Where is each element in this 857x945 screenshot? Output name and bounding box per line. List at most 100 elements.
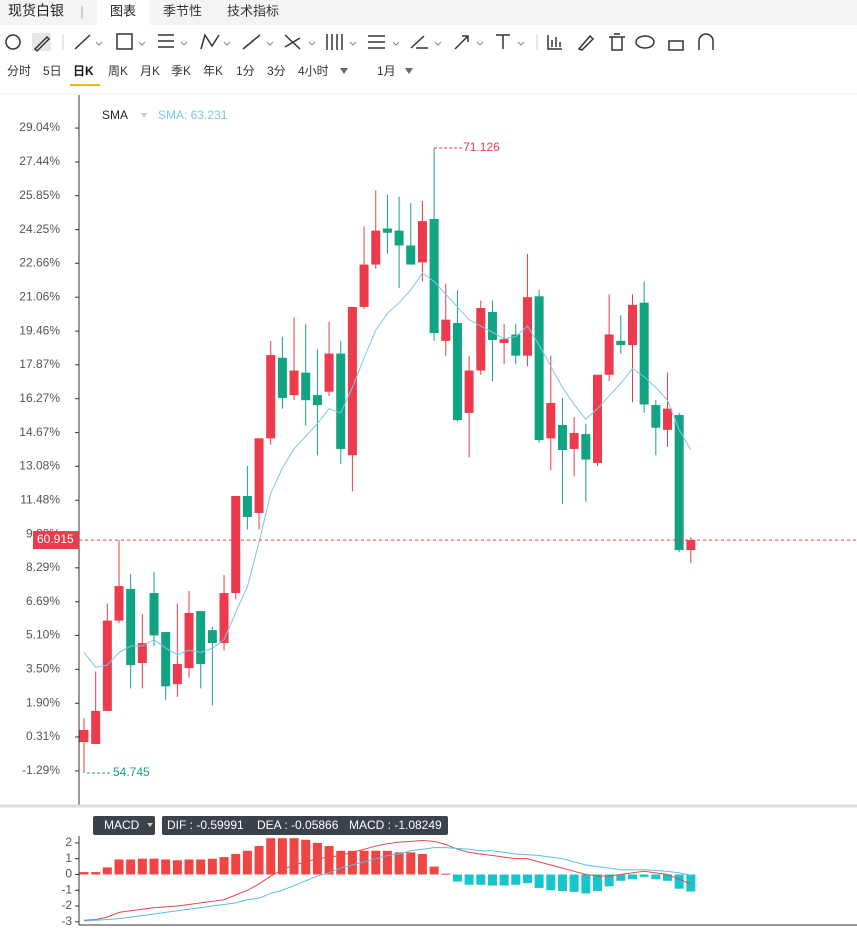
candle-body (382, 228, 392, 233)
y-tick-label: 13.08% (19, 458, 60, 472)
macd-bar (277, 838, 287, 875)
period[interactable]: 1月 (377, 64, 396, 78)
y-tick-label: 14.67% (19, 425, 60, 439)
macd-bar (394, 852, 404, 875)
candle-body (336, 353, 346, 449)
macd-bar (289, 838, 299, 875)
candle-body (266, 355, 276, 439)
tool-icon[interactable] (326, 34, 343, 50)
candle-body (184, 612, 194, 669)
y-tick-label: 22.66% (19, 255, 60, 269)
candle-body (487, 312, 497, 341)
tool-icon[interactable] (284, 34, 301, 50)
caret (95, 41, 525, 46)
tool-icon[interactable] (242, 34, 261, 50)
period[interactable]: 1分 (236, 64, 255, 78)
tool-icon[interactable] (609, 33, 625, 51)
y-tick-label: -2 (61, 898, 72, 912)
tool-icon[interactable] (33, 35, 51, 53)
tab[interactable]: 季节性 (163, 3, 202, 18)
macd-bar (359, 850, 369, 875)
tab[interactable]: 图表 (110, 3, 136, 18)
macd-legend-box[interactable] (93, 816, 155, 835)
tool-icon[interactable] (547, 35, 562, 50)
period[interactable]: 5日 (43, 64, 62, 78)
macd-bar (511, 874, 521, 885)
period[interactable]: 日K (73, 64, 94, 78)
macd-value: MACD : -1.08249 (349, 818, 442, 832)
candle-body (476, 308, 486, 371)
candle-body (161, 632, 171, 687)
macd-bar (663, 874, 672, 881)
candle-body (207, 630, 217, 644)
toolbar (5, 33, 714, 53)
tool-icon[interactable] (74, 34, 91, 50)
period[interactable]: 年K (203, 64, 223, 78)
macd-bar (464, 874, 474, 885)
y-tick-label: 19.46% (19, 323, 60, 337)
macd-bar (639, 874, 649, 877)
macd-bar (499, 874, 509, 886)
period[interactable]: 季K (171, 64, 191, 78)
y-tick-label: 27.44% (19, 154, 60, 168)
tool-icon[interactable] (668, 40, 684, 51)
candle-body (627, 304, 637, 346)
candle-body (149, 593, 159, 636)
macd-bar (126, 859, 136, 875)
candle-body (137, 643, 147, 663)
candle-body (102, 620, 112, 711)
macd-bar (616, 874, 626, 881)
macd-bar (557, 874, 567, 892)
dif-line (83, 840, 692, 921)
candle-body (324, 353, 334, 392)
tool-icon[interactable] (410, 35, 428, 49)
tool-icon[interactable] (5, 34, 21, 50)
macd-bar (522, 874, 532, 884)
candle-body (604, 334, 614, 375)
macd-bar (417, 853, 427, 875)
y-tick-label: 6.69% (26, 594, 60, 608)
y-tick-label: -1.29% (22, 763, 60, 777)
y-tick-label: 21.06% (19, 289, 60, 303)
tool-icon[interactable] (116, 33, 133, 50)
macd-bar (546, 874, 556, 891)
macd-bar (196, 859, 206, 875)
macd-bar (581, 874, 591, 894)
period[interactable]: 月K (140, 64, 160, 78)
macd-bar (161, 859, 171, 875)
y-tick-label: 29.04% (19, 120, 60, 134)
macd-bar (569, 874, 579, 892)
candle-body (639, 302, 649, 405)
tab[interactable]: 技术指标 (227, 3, 279, 18)
macd-bar (487, 874, 497, 886)
tool-icon[interactable] (200, 33, 220, 50)
y-tick-label: 0.31% (26, 729, 60, 743)
tool-icon[interactable] (158, 34, 174, 48)
candle-body (686, 540, 696, 551)
period[interactable]: 周K (108, 64, 128, 78)
macd-bar (406, 852, 416, 875)
macd-bar (592, 874, 602, 892)
candle-body (254, 438, 264, 513)
macd-bar (429, 866, 439, 875)
sma-value: SMA: 63.231 (158, 108, 228, 122)
tool-icon[interactable] (698, 33, 714, 50)
candle-body (406, 245, 416, 265)
tool-icon[interactable] (368, 35, 385, 49)
period[interactable]: 分时 (7, 64, 31, 78)
y-tick-label: 24.25% (19, 222, 60, 236)
candle-body (91, 710, 101, 744)
tool-icon[interactable] (635, 35, 655, 49)
last-price-box (33, 531, 79, 550)
candle-body (289, 370, 299, 396)
separator (62, 34, 538, 50)
period[interactable]: 3分 (267, 64, 286, 78)
y-tick-label: 2 (65, 835, 72, 849)
tool-icon[interactable] (454, 35, 469, 50)
tool-icon[interactable] (577, 34, 595, 51)
candle-body (546, 402, 556, 439)
candle-body (569, 433, 579, 449)
candle-body (359, 264, 369, 307)
period[interactable]: 4小时 (298, 64, 329, 78)
tool-icon[interactable] (496, 34, 510, 49)
